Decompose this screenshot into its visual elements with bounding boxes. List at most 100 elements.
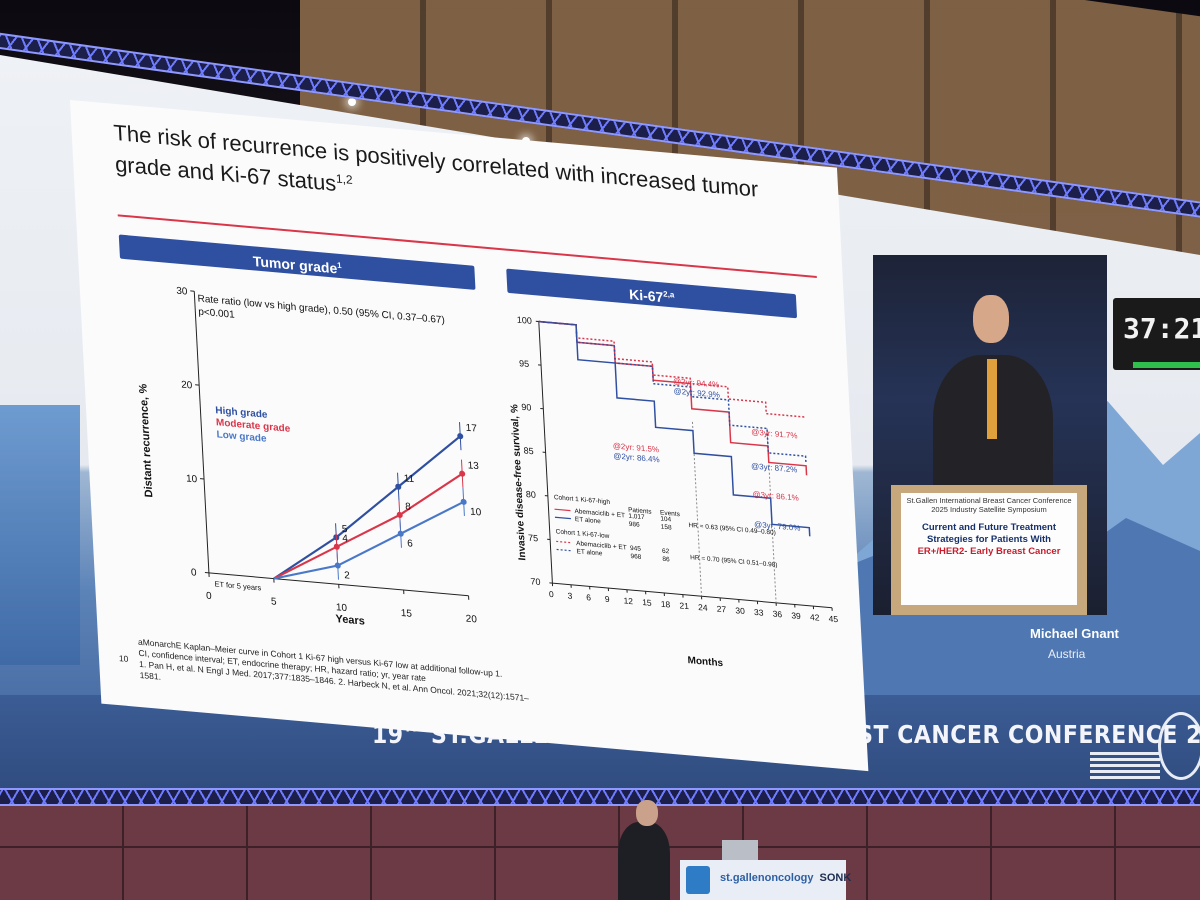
page-number: 10 <box>118 653 129 664</box>
x-axis <box>552 582 833 609</box>
y-tick-label: 75 <box>528 533 539 544</box>
legend-swatch <box>554 508 571 512</box>
x-tick-label: 20 <box>466 614 478 626</box>
data-point <box>396 511 403 518</box>
x-tick-label: 24 <box>698 602 708 613</box>
survival-callout: @3yr: 79.0% <box>754 520 801 533</box>
legend-cohort: Cohort 1 Ki-67-low <box>556 528 610 540</box>
x-axis-label: Months <box>687 655 723 669</box>
data-point <box>333 543 340 550</box>
x-tick-label: 12 <box>623 595 633 606</box>
podium-sign: St.Gallen International Breast Cancer Co… <box>901 493 1077 605</box>
stage-wall <box>0 806 1200 900</box>
timer-progress <box>1133 362 1200 368</box>
legend-patients: 968 <box>630 553 642 561</box>
legend-arm: ET alone <box>575 516 602 525</box>
podium-sign-title: Current and Future Treatment Strategies … <box>921 522 1057 545</box>
legend-events: 86 <box>662 556 670 564</box>
legend-patients: 986 <box>629 521 641 529</box>
data-label: 13 <box>467 460 479 472</box>
y-tick-label: 0 <box>191 567 198 579</box>
km-curve <box>538 320 807 463</box>
legend-col-header: Patients <box>628 507 652 516</box>
series-line <box>273 500 465 580</box>
km-curve <box>538 320 805 419</box>
legend-patients: 945 <box>630 545 642 553</box>
legend-patients: 1,017 <box>628 513 645 521</box>
tumor-grade-chart: Rate ratio (low vs high grade), 0.50 (95… <box>137 286 482 628</box>
data-label: 4 <box>342 533 349 545</box>
podium-sign-small: St.Gallen International Breast Cancer Co… <box>906 496 1072 514</box>
speaker-tie <box>987 359 997 439</box>
y-axis <box>193 291 210 573</box>
y-tick-label: 30 <box>176 286 188 298</box>
x-tick-label: 5 <box>271 596 278 608</box>
y-tick-label: 20 <box>181 380 193 392</box>
x-tick-label: 30 <box>735 605 745 616</box>
series-line <box>273 435 461 580</box>
data-label: 5 <box>342 524 349 536</box>
legend-entry: Low grade <box>216 429 267 444</box>
x-tick-label: 15 <box>642 597 652 608</box>
data-point <box>334 562 341 569</box>
survival-callout: @3yr: 86.1% <box>752 490 799 503</box>
data-label: 8 <box>405 501 412 513</box>
mountain-graphic <box>0 405 80 665</box>
data-point <box>459 470 466 477</box>
data-point <box>397 530 404 537</box>
speaker-video: St.Gallen International Breast Cancer Co… <box>873 255 1107 615</box>
legend-arm: Abemaciclib + ET <box>576 540 627 551</box>
ceiling-light <box>348 98 356 106</box>
x-tick-label: 42 <box>810 612 820 623</box>
data-label: 17 <box>466 423 478 435</box>
y-tick-label: 85 <box>523 445 534 456</box>
ki67-chart: Invasive disease-free survival, % Months… <box>509 315 838 670</box>
speaker-name: Michael Gnant <box>1030 626 1119 641</box>
x-tick-label: 21 <box>679 600 689 611</box>
x-tick-label: 39 <box>791 610 801 621</box>
x-tick-note: ET for 5 years <box>214 579 261 592</box>
y-axis-label: Distant recurrence, % <box>137 383 155 498</box>
data-label: 2 <box>344 570 351 582</box>
legend-arm: Abemaciclib + ET <box>574 508 625 519</box>
x-tick-label: 33 <box>754 607 764 618</box>
y-tick-label: 70 <box>530 576 541 587</box>
y-tick-label: 100 <box>517 315 533 326</box>
countdown-timer: 37:21 <box>1113 298 1200 370</box>
laptop <box>722 840 758 860</box>
lectern-brand: SONK <box>819 872 852 884</box>
x-tick-label: 3 <box>567 590 572 600</box>
legend-arm: ET alone <box>576 548 603 557</box>
y-tick-label: 95 <box>519 358 530 369</box>
speaker-head <box>973 295 1009 343</box>
x-tick-label: 6 <box>586 592 591 602</box>
data-point <box>460 498 467 505</box>
y-tick-label: 10 <box>186 473 198 485</box>
legend-events: 158 <box>661 524 673 532</box>
x-tick-label: 18 <box>661 599 671 610</box>
y-axis-label: Invasive disease-free survival, % <box>509 404 528 561</box>
survival-callout: @2yr: 92.9% <box>673 387 720 400</box>
survival-callout: @2yr: 94.4% <box>673 376 720 389</box>
km-curve <box>538 320 811 537</box>
y-axis <box>538 321 553 584</box>
legend-events: 104 <box>660 516 672 524</box>
data-label: 11 <box>404 473 415 485</box>
x-tick-label: 0 <box>206 591 213 603</box>
y-tick-label: 80 <box>526 489 537 500</box>
speaker-country: Austria <box>1048 647 1086 661</box>
chart-annotation: p<0.001 <box>198 307 235 321</box>
x-tick-label: 27 <box>716 604 726 615</box>
legend-hr: HR = 0.70 (95% CI 0.51–0.98) <box>690 554 778 569</box>
survival-callout: @2yr: 86.4% <box>613 451 660 464</box>
lectern: st.gallenoncology SONK <box>680 860 851 900</box>
data-label: 10 <box>470 506 482 518</box>
ferris-wheel-icon <box>1158 712 1200 780</box>
legend-events: 62 <box>662 548 670 556</box>
x-tick-label: 45 <box>828 613 838 624</box>
stage-icon <box>1090 752 1160 780</box>
legend-swatch <box>556 548 573 552</box>
x-tick-label: 9 <box>605 594 610 604</box>
data-point <box>395 483 402 490</box>
data-point <box>457 433 464 440</box>
